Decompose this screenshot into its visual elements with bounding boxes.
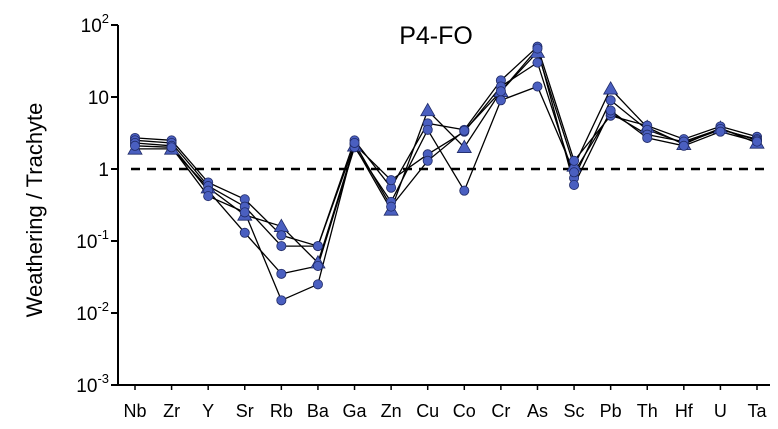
data-point-circle — [276, 268, 287, 279]
series-line — [134, 45, 758, 247]
y-tick-label: 10-2 — [76, 299, 109, 325]
y-tick-label: 102 — [81, 11, 109, 37]
x-tick-label: U — [714, 401, 727, 421]
data-point-circle — [349, 137, 360, 148]
x-ticks: Nb Zr Y Sr Rb Ba Ga Zn Cu Co Cr As Sc Pb Th Hf U Ta — [123, 385, 767, 421]
data-point-circle — [532, 57, 543, 68]
series-line — [134, 61, 758, 247]
y-ticks: 102 10 1 10-1 10-2 10-3 — [76, 11, 118, 397]
data-point-circle — [569, 167, 580, 178]
x-tick-label: Th — [637, 401, 658, 421]
x-tick-label: Cr — [491, 401, 510, 421]
data-point-circle — [569, 155, 580, 166]
data-point-circle — [312, 279, 323, 290]
data-point-circle — [605, 95, 616, 106]
y-tick-label: 10-1 — [76, 227, 109, 253]
x-tick-label: Zr — [163, 401, 180, 421]
data-point-circle — [312, 260, 323, 271]
data-point-circle — [239, 227, 250, 238]
data-point-circle — [386, 175, 397, 186]
data-point-circle — [752, 136, 763, 147]
series-group — [127, 41, 765, 306]
axes — [117, 25, 770, 386]
series-line — [134, 47, 758, 302]
data-point-circle — [312, 241, 323, 252]
data-point-circle — [569, 179, 580, 190]
data-point-circle — [532, 81, 543, 92]
x-tick-label: Ga — [343, 401, 368, 421]
data-point-circle — [276, 241, 287, 252]
y-tick-label: 10 — [88, 88, 109, 109]
series-line — [135, 50, 758, 264]
data-point-circle — [239, 207, 250, 218]
data-point-circle — [203, 191, 214, 202]
chart-title: P4-FO — [399, 22, 473, 50]
data-point-triangle — [456, 139, 472, 153]
y-axis-label: Weathering / Trachyte — [22, 103, 47, 318]
data-point-circle — [678, 140, 689, 151]
data-point-circle — [532, 43, 543, 54]
x-tick-label: Hf — [675, 401, 694, 421]
data-point-circle — [166, 142, 177, 153]
series-line — [134, 85, 758, 275]
x-tick-label: Sr — [236, 401, 254, 421]
data-point-circle — [422, 155, 433, 166]
data-point-circle — [459, 125, 470, 136]
data-point-circle — [495, 86, 506, 97]
data-point-circle — [276, 295, 287, 306]
x-tick-label: Ta — [747, 401, 767, 421]
x-tick-label: Cu — [416, 401, 439, 421]
data-point-circle — [605, 105, 616, 116]
data-point-circle — [459, 185, 470, 196]
y-tick-label: 10-3 — [76, 371, 109, 397]
x-tick-label: Rb — [270, 401, 293, 421]
x-tick-label: Pb — [600, 401, 622, 421]
x-tick-label: Sc — [564, 401, 585, 421]
data-point-circle — [495, 95, 506, 106]
x-tick-label: As — [527, 401, 548, 421]
data-point-circle — [422, 124, 433, 135]
data-point-circle — [276, 230, 287, 241]
data-point-circle — [129, 140, 140, 151]
data-point-circle — [386, 201, 397, 212]
data-point-triangle — [420, 102, 436, 117]
x-tick-label: Zn — [381, 401, 402, 421]
data-point-triangle — [602, 80, 619, 95]
x-tick-label: Y — [202, 401, 214, 421]
x-tick-label: Co — [453, 401, 476, 421]
data-point-circle — [642, 132, 653, 143]
x-tick-label: Nb — [123, 401, 146, 421]
y-tick-label: 1 — [98, 160, 109, 181]
data-point-circle — [715, 126, 726, 137]
x-tick-label: Ba — [307, 401, 330, 421]
